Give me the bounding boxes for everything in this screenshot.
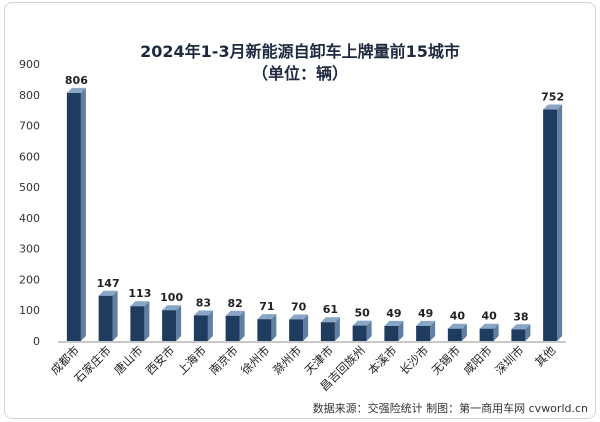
bar-top [289,314,309,320]
y-tick-label: 100 [19,304,40,317]
bar-side [493,323,499,341]
data-label: 806 [65,74,88,87]
bar-side [144,301,150,341]
y-tick-label: 200 [19,273,40,286]
data-label: 147 [97,277,120,290]
bar-top [130,301,150,307]
chart-subtitle: （单位：辆） [251,64,348,83]
bar [384,325,399,341]
bar-side [525,324,531,341]
labels-layer: 806 147 113 100 83 82 71 70 61 50 49 49 40 40 38 752 [65,74,564,323]
bar-top [98,290,118,296]
y-tick-label: 500 [19,181,40,194]
x-category-label: 无锡市 [429,343,463,377]
y-tick-label: 700 [19,120,40,133]
source-note: 数据来源：交强险统计 制图：第一商用车网 cvworld.cn [312,402,588,415]
chart-frame [4,2,596,419]
bar-side [366,320,372,341]
x-category-label: 深圳市 [492,343,526,377]
x-category-label: 唐山市 [111,343,145,377]
x-category-label: 西安市 [143,343,177,377]
y-tick-label: 300 [19,243,40,256]
bar-top [352,320,372,326]
bar [289,319,304,341]
bar-top [193,310,213,316]
bar-top [225,310,245,316]
data-label: 71 [259,300,274,313]
bar-side [271,314,277,341]
bar-top [543,104,563,110]
data-label: 50 [354,307,370,320]
y-tick-label: 600 [19,150,40,163]
y-tick-label: 0 [33,335,40,348]
bar [320,322,335,341]
bar [416,325,431,341]
bar-top [257,314,277,320]
bar-side [430,320,436,341]
bar-side [112,290,118,341]
data-label: 49 [418,307,433,320]
bar-top [511,324,531,330]
axis-layer: 0 100 200 300 400 500 600 700 800 900 [19,58,566,348]
x-category-label: 其他 [532,343,559,370]
bar-side [398,320,404,341]
bar-side [239,310,245,341]
bar-side [334,317,340,341]
bar-side [207,310,213,341]
bar [257,319,272,341]
bar-top [447,323,467,329]
bar [511,329,526,341]
bar [225,315,240,341]
x-category-label: 滁州市 [270,343,304,377]
bars-layer [66,87,563,341]
bar-top [479,323,499,329]
bar [479,328,494,341]
x-category-label: 长沙市 [397,343,431,377]
data-label: 113 [128,287,151,300]
data-label: 40 [450,310,466,323]
bar-side [303,314,309,341]
bar [447,328,462,341]
x-category-label: 咸阳市 [460,343,494,377]
bar-side [176,305,182,341]
x-axis-line [58,341,566,343]
data-label: 752 [541,91,564,104]
bar [66,92,81,341]
bar-side [80,87,86,341]
data-label: 70 [291,300,307,313]
data-label: 61 [323,303,338,316]
y-tick-label: 800 [19,89,40,102]
x-category-label: 南京市 [206,343,240,377]
bar [162,310,177,341]
bar [543,109,558,341]
chart-title: 2024年1-3月新能源自卸车上牌量前15城市 [140,42,460,61]
x-category-label: 上海市 [175,343,209,377]
bar-side [557,104,563,341]
data-label: 40 [481,310,497,323]
bar-top [384,320,404,326]
x-category-label: 徐州市 [238,343,272,377]
x-category-label: 本溪市 [365,343,399,377]
x-category-layer: 成都市石家庄市唐山市西安市上海市南京市徐州市滁州市天津市昌吉回族州本溪市长沙市无… [48,343,559,394]
bar-top [320,317,340,323]
data-label: 49 [386,307,401,320]
bar-side [461,323,467,341]
data-label: 38 [513,310,528,323]
bar-top [66,87,86,93]
bar [130,306,145,341]
bar [352,325,367,341]
bar-top [162,305,182,311]
y-tick-label: 900 [19,58,40,71]
bar-top [416,320,436,326]
data-label: 100 [160,291,183,304]
data-label: 83 [196,296,211,309]
data-label: 82 [227,297,242,310]
bar [193,315,208,341]
y-tick-label: 400 [19,212,40,225]
bar [98,295,113,341]
